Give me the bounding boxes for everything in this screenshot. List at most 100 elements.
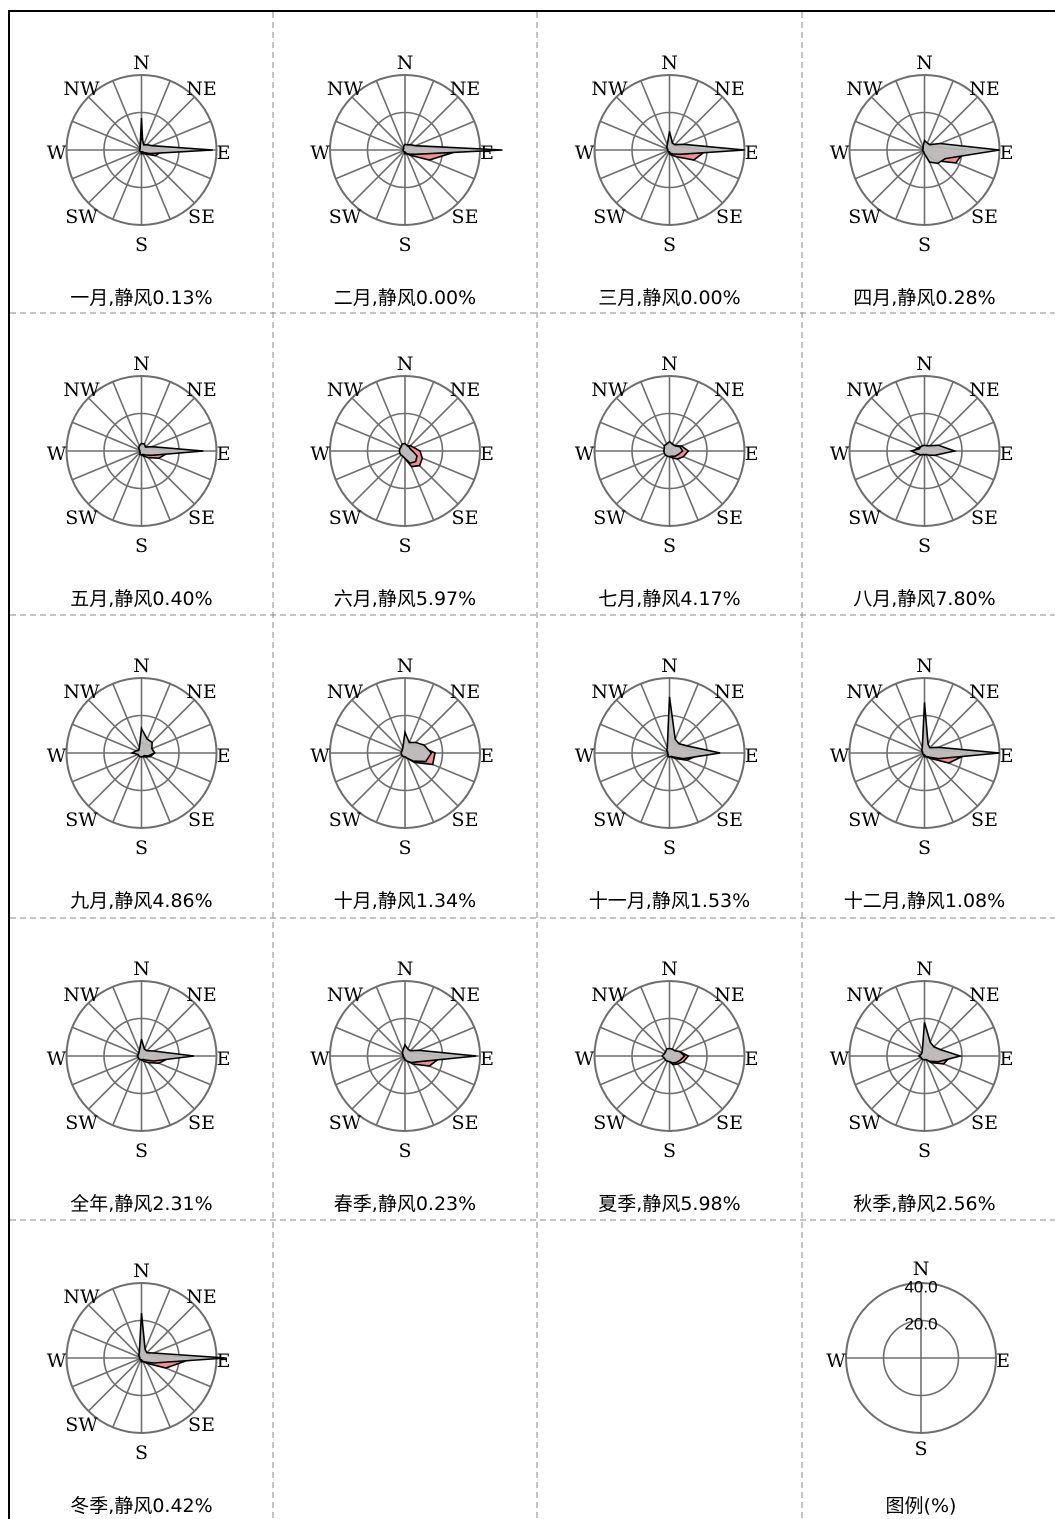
spoke-ssw <box>895 149 926 220</box>
chart-title: 九月,静风4.86% <box>70 890 212 912</box>
compass-label-nw: NW <box>327 379 364 401</box>
rose-series-speed <box>665 696 721 760</box>
compass-label-n: N <box>916 655 933 677</box>
spoke-nw <box>351 96 406 151</box>
spoke-sse <box>923 752 954 823</box>
compass-label-nw: NW <box>591 984 628 1006</box>
legend-title: 图例(%) <box>886 1495 957 1517</box>
compass-label-ne: NE <box>186 984 217 1006</box>
compass-label-e: E <box>217 142 231 164</box>
compass-label-s: S <box>135 1140 148 1162</box>
rose-series-speed <box>137 1312 226 1364</box>
compass-label-s: S <box>918 837 931 859</box>
compass-label-sw: SW <box>848 507 881 529</box>
spoke-nw <box>87 699 143 754</box>
compass-label-se: SE <box>716 507 743 529</box>
compass-label-sw: SW <box>593 206 626 228</box>
compass-label-ne: NE <box>186 681 217 703</box>
spoke-nnw <box>640 381 671 452</box>
spoke-wnw <box>854 421 925 452</box>
spoke-nw <box>615 1002 671 1057</box>
spoke-ne <box>140 1002 196 1057</box>
compass-label-nw: NW <box>846 78 883 100</box>
compass-label-sw: SW <box>65 1414 98 1436</box>
compass-label-sw: SW <box>848 1112 881 1134</box>
spoke-nw <box>870 96 926 151</box>
spoke-nne <box>668 381 699 452</box>
spoke-wsw <box>854 149 925 180</box>
rose-series-speed <box>138 134 213 155</box>
wind-rose-13: N NE E SE S SW W NW 全年,静风2.31% <box>47 958 231 1215</box>
spoke-sw <box>351 752 406 807</box>
spoke-wsw <box>71 1055 142 1086</box>
spoke-wsw <box>71 752 142 783</box>
compass-label-se: SE <box>188 809 215 831</box>
spoke-sse <box>404 752 435 823</box>
spoke-wnw <box>599 120 670 151</box>
spoke-nw <box>87 1304 143 1359</box>
spoke-nnw <box>375 683 406 754</box>
spoke-ssw <box>640 752 671 823</box>
compass-label-sw: SW <box>65 809 98 831</box>
compass-label-nw: NW <box>846 379 883 401</box>
spoke-sw <box>351 149 406 204</box>
compass-label-n: N <box>661 958 678 980</box>
compass-label-ne: NE <box>969 379 1000 401</box>
spoke-se <box>140 752 196 807</box>
spoke-ne <box>140 96 196 151</box>
spoke-sw <box>351 450 406 505</box>
spoke-se <box>140 149 196 204</box>
compass-label-ne: NE <box>450 379 481 401</box>
spoke-ne <box>404 1002 459 1057</box>
rose-series-speed <box>920 702 1000 760</box>
compass-label-sw: SW <box>848 206 881 228</box>
spoke-nw <box>870 397 926 452</box>
spoke-wsw <box>599 450 670 481</box>
compass-label-w: W <box>47 142 67 164</box>
spoke-se <box>923 450 979 505</box>
compass-label-nw: NW <box>591 681 628 703</box>
chart-title: 四月,静风0.28% <box>853 287 995 309</box>
spoke-sw <box>615 752 671 807</box>
compass-label-e: E <box>480 1048 494 1070</box>
spoke-sse <box>923 450 954 521</box>
wind-rose-2: N NE E SE S SW W NW 二月,静风0.00% <box>310 52 503 309</box>
legend-ring-label-40: 40.0 <box>904 1277 937 1296</box>
spoke-nne <box>923 683 954 754</box>
compass-label-n: N <box>133 52 150 74</box>
spoke-nnw <box>375 381 406 452</box>
compass-label-nw: NW <box>327 78 364 100</box>
chart-title: 七月,静风4.17% <box>598 588 740 610</box>
spoke-wsw <box>599 1055 670 1086</box>
spoke-nw <box>870 1002 926 1057</box>
spoke-wsw <box>854 752 925 783</box>
spoke-se <box>668 450 724 505</box>
spoke-sse <box>923 1055 954 1126</box>
spoke-nne <box>668 80 699 151</box>
wind-rose-9: N NE E SE S SW W NW 九月,静风4.86% <box>47 655 231 912</box>
legend-compass-s: S <box>914 1438 927 1460</box>
compass-label-nw: NW <box>846 681 883 703</box>
compass-label-w: W <box>575 1048 595 1070</box>
compass-label-se: SE <box>452 206 479 228</box>
compass-label-e: E <box>480 142 494 164</box>
compass-label-sw: SW <box>329 809 362 831</box>
rose-series-speed <box>909 444 958 457</box>
spoke-nne <box>404 381 435 452</box>
figure-frame <box>8 10 1055 1519</box>
spoke-nw <box>351 699 406 754</box>
spoke-ne <box>923 96 979 151</box>
wind-rose-15: N NE E SE S SW W NW 夏季,静风5.98% <box>575 958 759 1215</box>
compass-label-w: W <box>830 745 850 767</box>
compass-label-ne: NE <box>714 984 745 1006</box>
compass-label-e: E <box>1000 745 1014 767</box>
spoke-sw <box>351 1055 406 1110</box>
chart-title: 秋季,静风2.56% <box>853 1193 995 1215</box>
spoke-nw <box>351 397 406 452</box>
rose-series-speed <box>129 725 156 758</box>
compass-label-e: E <box>217 443 231 465</box>
spoke-nne <box>923 80 954 151</box>
spoke-nnw <box>640 986 671 1057</box>
spoke-ssw <box>112 450 143 521</box>
compass-label-ne: NE <box>714 681 745 703</box>
